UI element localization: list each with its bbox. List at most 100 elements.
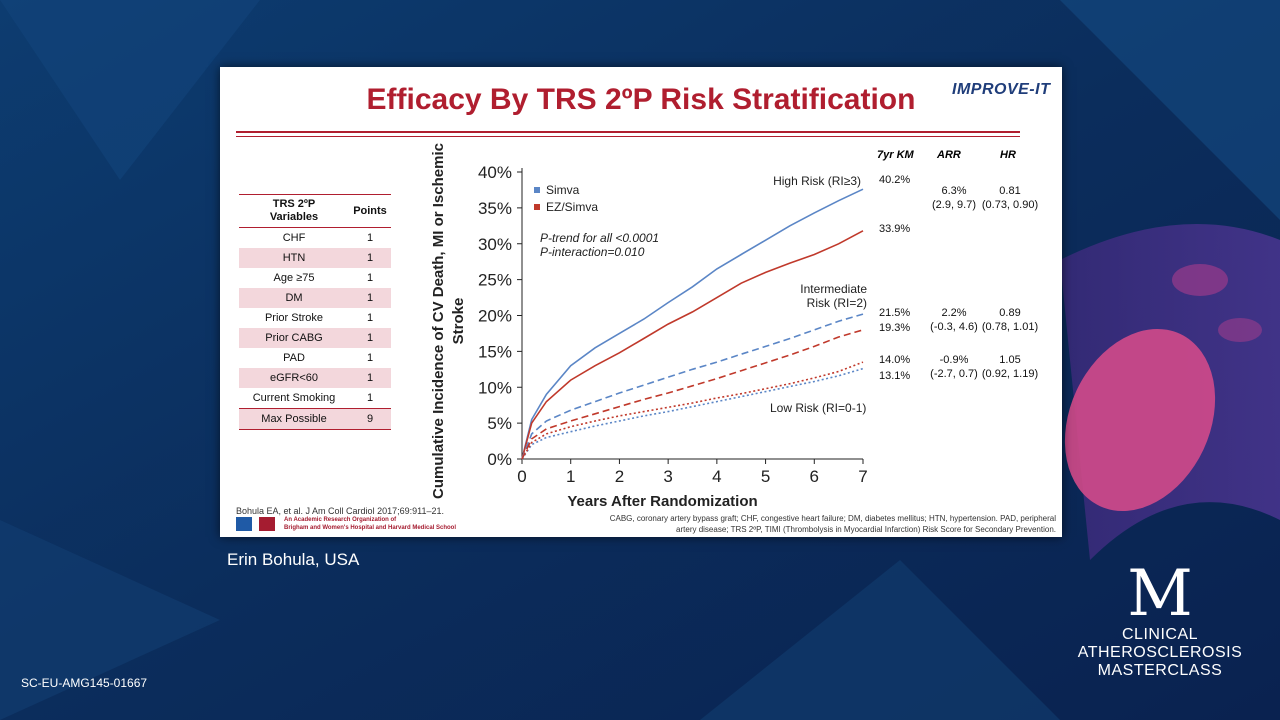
- row-points: 1: [366, 312, 374, 324]
- intermediate-risk-label: Intermediate: [800, 282, 867, 296]
- slide-panel: Efficacy By TRS 2ºP Risk Stratification …: [220, 67, 1062, 537]
- footnote: CABG, coronary artery bypass graft; CHF,…: [609, 514, 1056, 534]
- row-label: Prior CABG: [239, 328, 349, 348]
- intermediate-risk-label-line2: Risk (RI=2): [807, 296, 867, 310]
- low-risk-label: Low Risk (RI=0-1): [770, 401, 866, 415]
- high-km-simva: 40.2%: [879, 174, 911, 186]
- row-label: eGFR<60: [239, 368, 349, 388]
- table-row: Current Smoking 1: [239, 388, 391, 409]
- row-points: 1: [366, 272, 374, 284]
- table-header-variables: TRS 2ºP Variables: [239, 194, 349, 228]
- chart-axes: 0 1 2 3 4 5 6 7 0% 5% 10% 15% 20% 25% 30% 35% 40% Years A…: [430, 143, 868, 510]
- y-tick-label: 30%: [478, 235, 512, 254]
- chart-lines: [521, 188, 864, 460]
- y-tick-label: 15%: [478, 342, 512, 361]
- x-tick-label: 2: [615, 467, 624, 486]
- km-chart: 0 1 2 3 4 5 6 7 0% 5% 10% 15% 20% 25% 30% 35% 40% Years A…: [430, 143, 868, 510]
- low-arr: -0.9%: [939, 354, 969, 366]
- series-line-high-simva: [521, 188, 864, 460]
- low-km-ez: 13.1%: [879, 370, 911, 382]
- x-tick-label: 0: [517, 467, 526, 486]
- y-tick-label: 0%: [487, 450, 512, 469]
- legend-swatch: [534, 187, 540, 193]
- citation: Bohula EA, et al. J Am Coll Cardiol 2017…: [236, 506, 444, 516]
- table-row: HTN 1: [239, 248, 391, 268]
- y-axis-title-line2: Stroke: [450, 298, 467, 345]
- brand-line3: MASTERCLASS: [1097, 662, 1223, 679]
- int-km-simva: 21.5%: [879, 307, 911, 319]
- row-points: 9: [349, 408, 391, 430]
- improve-it-logo: IMPROVE-IT: [952, 81, 1051, 98]
- high-hr: 0.81: [999, 185, 1021, 197]
- low-km-simva: 14.0%: [879, 354, 911, 366]
- chart-legend: Simva EZ/Simva: [534, 183, 598, 214]
- int-km-ez: 19.3%: [879, 322, 911, 334]
- legend-label: EZ/Simva: [546, 200, 598, 214]
- x-tick-label: 4: [712, 467, 721, 486]
- row-label: CHF: [282, 232, 306, 244]
- row-label: HTN: [239, 248, 349, 268]
- header-arr: ARR: [937, 149, 961, 161]
- int-hr-ci: (0.78, 1.01): [981, 321, 1039, 333]
- brand-mark: M: [1127, 557, 1193, 631]
- title-rule-thin: [236, 136, 1020, 137]
- y-tick-label: 20%: [478, 307, 512, 326]
- high-arr-ci: (2.9, 9.7): [931, 199, 977, 211]
- header-hr: HR: [1000, 149, 1016, 161]
- legend-swatch: [534, 204, 540, 210]
- shield-icon: [236, 517, 252, 531]
- table-row: Prior Stroke 1: [239, 308, 391, 328]
- row-label: Current Smoking: [252, 392, 336, 404]
- series-line-intermediate-ez-simva: [521, 329, 864, 460]
- y-tick-label: 10%: [478, 378, 512, 397]
- document-code: SC-EU-AMG145-01667: [21, 676, 148, 690]
- row-label: Prior Stroke: [264, 312, 324, 324]
- table-row: Age ≥75 1: [239, 268, 391, 288]
- presenter-name: Erin Bohula, USA: [227, 550, 360, 569]
- org-line1: An Academic Research Organization of: [284, 517, 397, 523]
- row-points: 1: [366, 392, 374, 404]
- y-tick-label: 40%: [478, 163, 512, 182]
- title-rule: [236, 131, 1020, 133]
- series-line-high-ez-simva: [521, 230, 864, 460]
- table-row: PAD 1: [239, 348, 391, 368]
- row-label: Age ≥75: [273, 272, 315, 284]
- y-tick-label: 25%: [478, 271, 512, 290]
- brand-line2: ATHEROSCLEROSIS: [1077, 644, 1243, 661]
- table-row: eGFR<60 1: [239, 368, 391, 388]
- x-tick-label: 1: [566, 467, 575, 486]
- x-tick-label: 3: [663, 467, 672, 486]
- low-arr-ci: (-2.7, 0.7): [930, 368, 978, 380]
- table-row: Max Possible 9: [239, 408, 391, 430]
- p-trend-label: P-trend for all <0.0001: [540, 231, 659, 245]
- int-arr: 2.2%: [941, 307, 967, 319]
- x-tick-label: 5: [761, 467, 770, 486]
- variables-table: TRS 2ºP Variables Points CHF 1 HTN 1 Age ≥7…: [239, 194, 391, 430]
- row-points: 1: [366, 352, 374, 364]
- header-7yr-km: 7yr KM: [877, 149, 914, 161]
- row-points: 1: [349, 248, 391, 268]
- p-interaction-label: P-interaction=0.010: [540, 245, 645, 259]
- table-row: Prior CABG 1: [239, 328, 391, 348]
- low-hr: 1.05: [999, 354, 1021, 366]
- series-line-intermediate-simva: [521, 313, 864, 460]
- high-km-ez: 33.9%: [879, 223, 911, 235]
- int-hr: 0.89: [999, 307, 1021, 319]
- legend-label: Simva: [546, 183, 580, 197]
- row-points: 1: [349, 328, 391, 348]
- masterclass-brand: M CLINICAL ATHEROSCLEROSIS MASTERCLASS: [1070, 562, 1250, 680]
- table-row: CHF 1: [239, 228, 391, 249]
- row-label: Max Possible: [239, 408, 349, 430]
- low-hr-ci: (0.92, 1.19): [981, 368, 1039, 380]
- y-tick-label: 5%: [487, 414, 512, 433]
- x-tick-label: 6: [810, 467, 819, 486]
- y-axis-title: Cumulative Incidence of CV Death, MI or …: [430, 143, 447, 499]
- harvard-shield-icon: [259, 517, 276, 531]
- high-arr: 6.3%: [941, 185, 967, 197]
- series-line-low-simva: [521, 367, 864, 460]
- x-axis-title: Years After Randomization: [567, 493, 757, 510]
- high-risk-label: High Risk (RI≥3): [773, 174, 861, 188]
- row-label: PAD: [283, 352, 305, 364]
- institution-logos: [236, 517, 276, 536]
- brand-line1: CLINICAL: [1121, 626, 1199, 643]
